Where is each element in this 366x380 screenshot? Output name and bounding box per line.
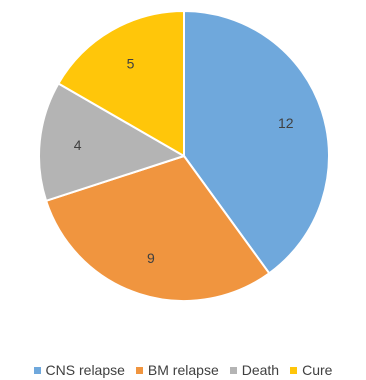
legend-swatch-bm-relapse	[135, 366, 143, 374]
legend-label-cns-relapse: CNS relapse	[45, 362, 125, 378]
legend-swatch-death	[229, 366, 237, 374]
legend-swatch-cns-relapse	[33, 366, 41, 374]
legend-item-cns-relapse: CNS relapse	[33, 362, 125, 378]
pie-slice-cure	[57, 10, 185, 157]
pie-slice-cns-relapse	[183, 10, 330, 275]
legend-item-cure: Cure	[290, 362, 332, 378]
legend-label-death: Death	[241, 362, 280, 378]
data-label-cure: 5	[127, 55, 135, 71]
legend-label-bm-relapse: BM relapse	[147, 362, 219, 378]
legend-label-cure: Cure	[302, 362, 333, 378]
legend-swatch-cure	[290, 366, 298, 374]
pie-labels: 12 9 4 5	[74, 55, 294, 265]
legend: CNS relapse BM relapse Death Cure	[0, 360, 366, 380]
pie-slices	[38, 10, 330, 302]
data-label-death: 4	[74, 137, 82, 153]
data-label-bm-relapse: 9	[147, 250, 155, 266]
pie-slice-bm-relapse	[45, 155, 271, 302]
pie-slice-death	[38, 82, 185, 202]
data-label-cns-relapse: 12	[278, 115, 294, 131]
legend-item-death: Death	[229, 362, 280, 378]
legend-item-bm-relapse: BM relapse	[135, 362, 219, 378]
